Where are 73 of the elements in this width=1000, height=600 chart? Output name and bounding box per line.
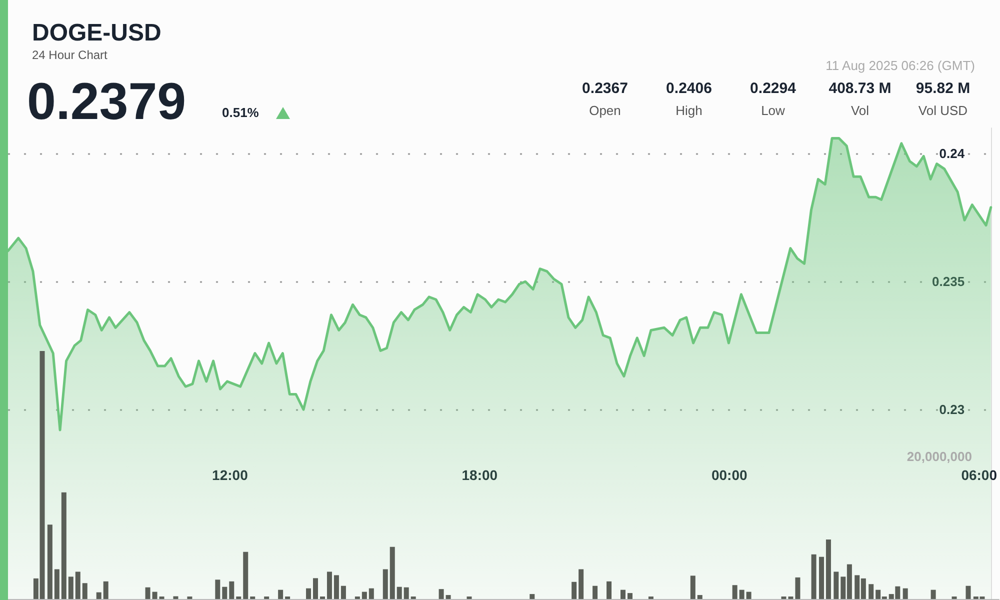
chart-title: DOGE-USD bbox=[32, 20, 162, 46]
bar bbox=[732, 585, 738, 599]
bar bbox=[739, 590, 744, 599]
bar bbox=[746, 592, 752, 599]
annotation: 0.2379 bbox=[27, 72, 186, 132]
text: Low bbox=[761, 103, 785, 118]
x-tick-label: 00:00 bbox=[711, 467, 748, 483]
bar bbox=[390, 546, 395, 599]
bar bbox=[173, 596, 178, 599]
bar bbox=[47, 524, 52, 599]
bar bbox=[96, 592, 102, 599]
bar bbox=[61, 492, 66, 599]
bar bbox=[834, 572, 839, 599]
bar bbox=[313, 578, 318, 599]
text: 0.2406 bbox=[666, 80, 712, 97]
chart-subtitle: 24 Hour Chart bbox=[32, 48, 108, 62]
bar bbox=[902, 588, 908, 599]
text: Vol USD bbox=[918, 103, 968, 118]
text: 95.82 M bbox=[916, 80, 970, 97]
bar bbox=[697, 595, 702, 599]
bar bbox=[818, 556, 824, 599]
bar bbox=[75, 572, 80, 599]
bar bbox=[152, 592, 158, 599]
bar bbox=[145, 587, 150, 599]
bar bbox=[68, 576, 74, 599]
bar bbox=[54, 569, 60, 599]
bar bbox=[438, 589, 444, 599]
bar bbox=[930, 590, 936, 599]
bar bbox=[362, 592, 367, 599]
text: 0.51% bbox=[222, 105, 259, 120]
bar bbox=[306, 588, 312, 599]
bar bbox=[795, 577, 800, 599]
y-tick-label: 0.24 bbox=[939, 146, 966, 162]
bar bbox=[606, 581, 612, 599]
text: Vol bbox=[850, 103, 870, 118]
y-tick-label: 0.235 bbox=[932, 274, 965, 290]
bar bbox=[382, 569, 388, 599]
annotation: 20,000,000 bbox=[906, 449, 972, 464]
bar bbox=[578, 569, 584, 599]
bar bbox=[340, 586, 346, 599]
bar bbox=[620, 590, 626, 599]
x-tick-label: 18:00 bbox=[462, 467, 498, 483]
text: High bbox=[676, 103, 702, 118]
text: 11 Aug 2025 06:26 (GMT) bbox=[826, 58, 975, 73]
bar bbox=[592, 586, 598, 599]
text: 408.73 M bbox=[828, 80, 892, 97]
bar bbox=[627, 593, 632, 599]
bar bbox=[811, 554, 816, 599]
bar bbox=[572, 582, 577, 599]
bar bbox=[334, 575, 339, 599]
x-tick-label: 06:00 bbox=[961, 467, 998, 483]
bar bbox=[278, 590, 284, 599]
x-tick-label: 12:00 bbox=[212, 467, 248, 483]
bar bbox=[530, 594, 535, 599]
bar bbox=[103, 581, 108, 599]
bar bbox=[446, 595, 451, 599]
text: 0.2294 bbox=[750, 80, 796, 97]
bar bbox=[229, 581, 234, 599]
bar bbox=[243, 552, 248, 599]
bar bbox=[396, 586, 402, 599]
bar bbox=[215, 580, 220, 599]
bar bbox=[690, 576, 696, 599]
bar bbox=[966, 586, 971, 599]
bar bbox=[222, 586, 228, 599]
bar bbox=[868, 584, 874, 599]
text: Open bbox=[589, 103, 621, 118]
bar bbox=[326, 572, 332, 599]
text: 0.2367 bbox=[582, 80, 628, 97]
y-tick-label: 0.23 bbox=[939, 402, 965, 418]
bar bbox=[82, 583, 88, 599]
bar bbox=[368, 588, 374, 599]
bar bbox=[826, 539, 831, 599]
bar bbox=[404, 587, 409, 599]
